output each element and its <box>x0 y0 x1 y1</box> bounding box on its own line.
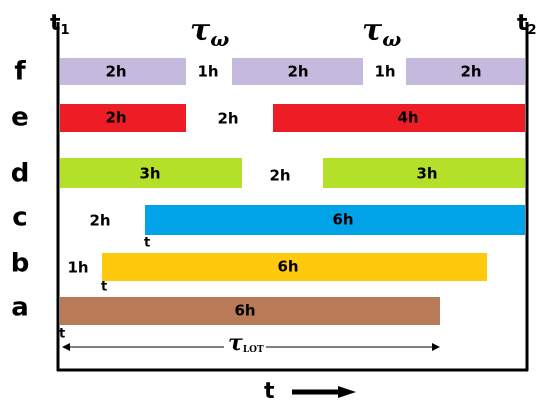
axis-arrow-head <box>338 386 356 398</box>
row-label: d <box>11 159 30 189</box>
start-marker: t <box>144 236 150 251</box>
lot-label-bg <box>224 338 266 356</box>
bar-label: 6h <box>234 302 255 320</box>
bar-label: 6h <box>277 258 298 276</box>
gap-label: 2h <box>269 167 290 185</box>
tau-label: τω <box>190 13 229 51</box>
bar-label: 2h <box>105 109 126 127</box>
start-marker: t <box>101 280 107 295</box>
end-label: t2 <box>517 11 537 38</box>
bar <box>60 104 186 132</box>
tau-label: τω <box>362 13 401 51</box>
bar-label: 4h <box>397 109 418 127</box>
bar <box>273 104 525 132</box>
bar <box>406 58 525 85</box>
bar <box>323 158 525 188</box>
gap-label: 2h <box>89 212 110 230</box>
bar-label: 3h <box>139 165 160 183</box>
row-label: a <box>11 293 29 323</box>
bar <box>232 58 363 85</box>
gap-label: 2h <box>217 110 238 128</box>
bar <box>145 205 525 235</box>
lot-label: τLOT <box>228 330 264 356</box>
bar-label: 2h <box>105 63 126 81</box>
bar <box>60 158 242 188</box>
bar-label: 3h <box>416 165 437 183</box>
gap-label: 1h <box>197 63 218 81</box>
row-label: f <box>14 57 26 87</box>
start-marker: t <box>59 327 65 342</box>
bar-label: 6h <box>332 211 353 229</box>
row-label: e <box>11 103 29 133</box>
bar <box>60 58 186 85</box>
bar <box>60 297 440 325</box>
row-label: b <box>11 249 30 279</box>
bar-label: 2h <box>287 63 308 81</box>
row-label: c <box>12 203 27 233</box>
bar-label: 2h <box>460 63 481 81</box>
bar <box>102 253 487 281</box>
axis-label: t <box>264 379 275 404</box>
start-label: t1 <box>50 11 70 38</box>
gap-label: 1h <box>374 63 395 81</box>
gap-label: 1h <box>67 259 88 277</box>
